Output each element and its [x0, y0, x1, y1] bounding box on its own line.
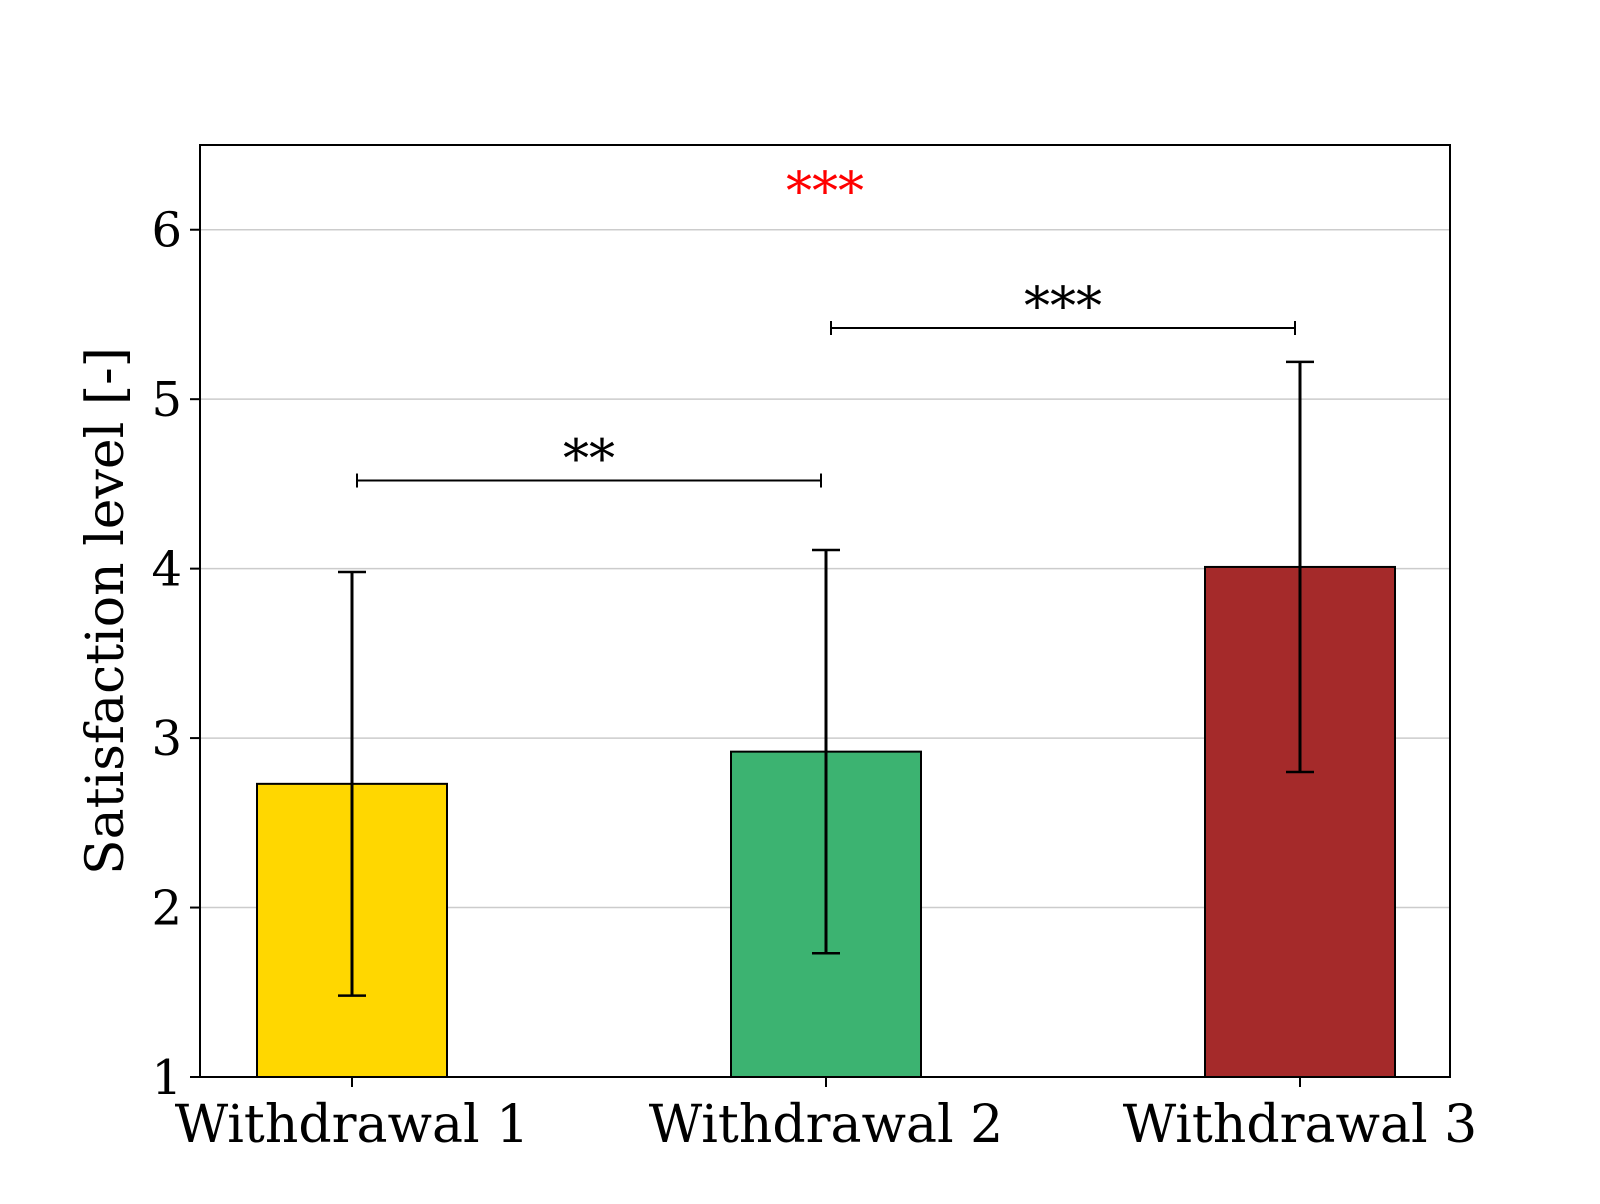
x-tick-label: Withdrawal 1: [175, 1095, 529, 1155]
significance-annotations: ********: [356, 162, 1296, 490]
overall-significance-label: ***: [786, 162, 864, 222]
y-tick-label: 1: [151, 1050, 182, 1106]
x-axis-ticks: Withdrawal 1 Withdrawal 2 Withdrawal 3: [175, 1077, 1477, 1155]
significance-label: ***: [1024, 277, 1102, 337]
y-axis-label: Satisfaction level [-]: [76, 347, 136, 875]
y-tick-label: 4: [151, 542, 182, 598]
error-bars: [338, 360, 1314, 997]
y-tick-label: 2: [151, 881, 182, 937]
y-tick-label: 5: [151, 372, 182, 428]
y-tick-label: 3: [151, 711, 182, 767]
x-tick-label: Withdrawal 3: [1123, 1095, 1477, 1155]
significance-label: **: [563, 430, 615, 490]
y-axis-ticks: 1 2 3 4 5 6: [151, 203, 200, 1106]
y-tick-label: 6: [151, 203, 182, 259]
bars: [256, 565, 1396, 1079]
x-tick-label: Withdrawal 2: [649, 1095, 1003, 1155]
